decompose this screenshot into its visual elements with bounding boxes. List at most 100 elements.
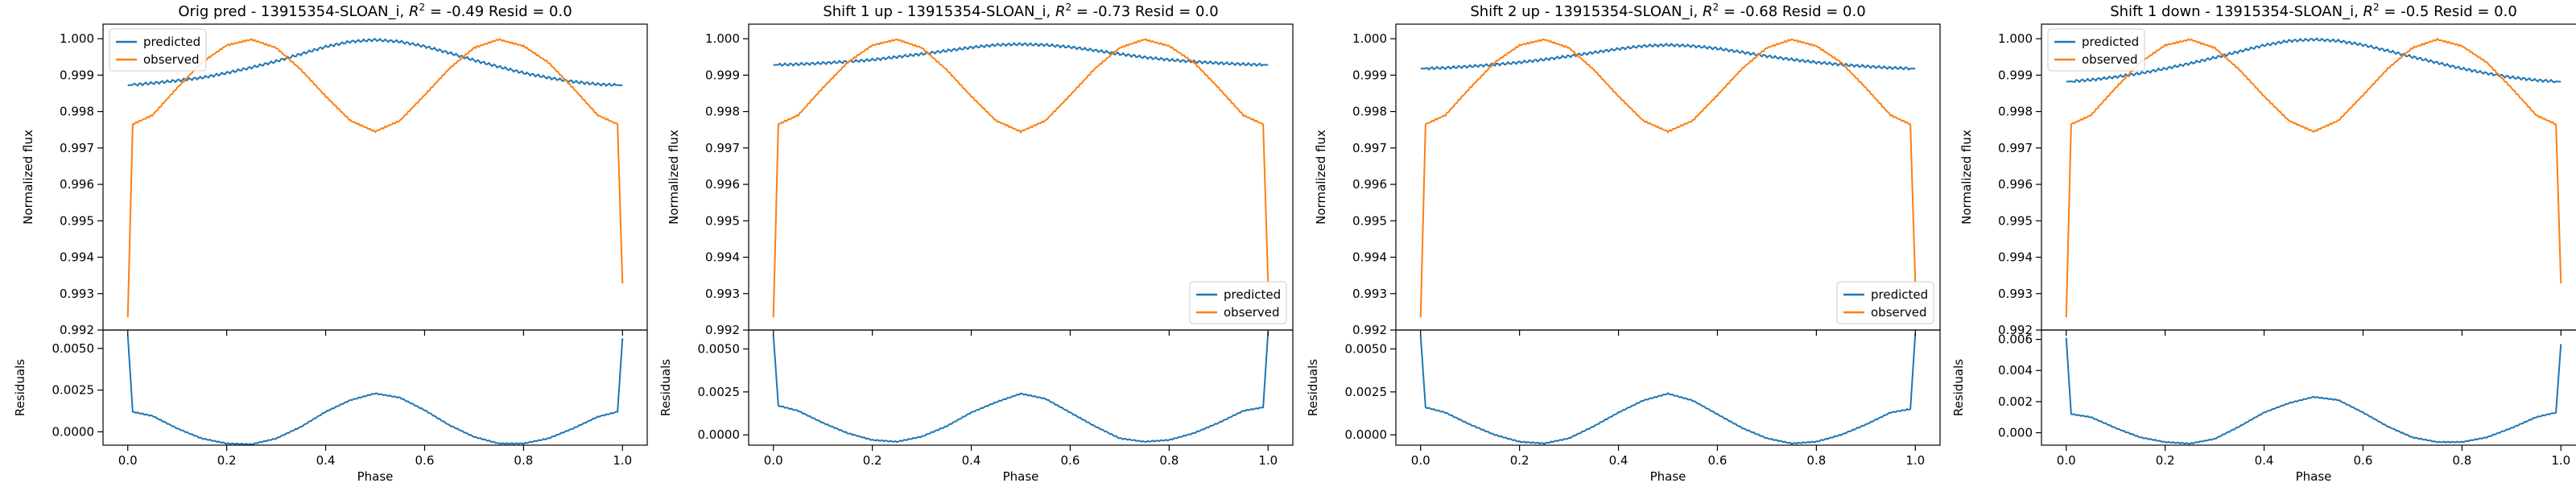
legend-label-predicted: predicted: [1224, 287, 1281, 302]
y-tick-label: 0.995: [1352, 213, 1387, 228]
x-axis-label: Phase: [2296, 469, 2332, 483]
y-axis-label: Normalized flux: [667, 130, 681, 225]
y-tick-label: 0.996: [705, 177, 740, 192]
r2-value: -0.73: [1093, 3, 1131, 20]
x-axis-label: Phase: [1650, 469, 1686, 483]
y-tick-label: 0.999: [1998, 68, 2033, 82]
r2-symbol: R: [2363, 3, 2374, 20]
residual-axes-frame: [748, 329, 1294, 446]
r2-exponent: 2: [1065, 2, 1071, 13]
resid-y-tick-label: 0.0000: [1345, 427, 1388, 442]
y-axis-label: Normalized flux: [21, 130, 35, 225]
residual-axes-frame: [2041, 329, 2576, 446]
y-axis-label: Normalized flux: [1314, 130, 1328, 225]
resid-y-tick-label: 0.000: [1998, 426, 2033, 440]
r2-exponent: 2: [419, 2, 425, 13]
resid-y-tick-label: 0.0025: [698, 385, 741, 399]
chart-title: Shift 1 up - 13915354-SLOAN_i, R2 = -0.7…: [823, 2, 1218, 20]
subplot-1: Orig pred - 13915354-SLOAN_i, R2 = -0.49…: [13, 2, 648, 483]
y-tick-label: 0.997: [1998, 141, 2033, 155]
x-axis-label: Phase: [1003, 469, 1039, 483]
y-tick-label: 0.992: [705, 323, 740, 337]
y-tick-label: 0.993: [1998, 287, 2033, 301]
chart-title-prefix: Shift 1 down - 13915354-SLOAN_i,: [2110, 3, 2363, 20]
resid-y-tick-label: 0.0025: [1345, 385, 1388, 399]
legend-label-predicted: predicted: [2082, 35, 2139, 49]
r2-value: -0.49: [447, 3, 485, 20]
residuals-axis-label: Residuals: [13, 359, 27, 416]
y-tick-label: 0.998: [1352, 105, 1387, 119]
y-tick-label: 0.992: [1998, 323, 2033, 337]
y-tick-label: 0.992: [1352, 323, 1387, 337]
residuals-axis-label: Residuals: [1951, 359, 1966, 416]
y-tick-label: 1.000: [1998, 31, 2033, 46]
residuals-line: [1419, 333, 1917, 445]
r2-equals: =: [1071, 3, 1093, 20]
y-tick-label: 1.000: [1352, 31, 1387, 46]
residuals-axis-label: Residuals: [658, 359, 673, 416]
y-tick-label: 0.999: [60, 68, 94, 82]
x-tick-label: 0.8: [2452, 453, 2471, 468]
y-tick-label: 1.000: [60, 31, 94, 46]
r2-equals: =: [1719, 3, 1740, 20]
x-tick-label: 0.0: [118, 453, 138, 468]
y-tick-label: 1.000: [705, 31, 740, 46]
chart-title: Orig pred - 13915354-SLOAN_i, R2 = -0.49…: [178, 2, 572, 20]
legend: predicted observed: [109, 28, 207, 72]
legend-label-predicted: predicted: [1871, 287, 1928, 302]
x-tick-label: 0.0: [2057, 453, 2076, 468]
resid-y-tick-label: 0.0050: [698, 341, 741, 356]
legend-label-observed: observed: [143, 52, 200, 67]
chart-title-suffix: Resid = 0.0: [1777, 3, 1865, 20]
y-tick-label: 0.997: [1352, 141, 1387, 155]
y-tick-label: 0.994: [1352, 250, 1387, 265]
r2-exponent: 2: [1712, 2, 1719, 13]
r2-value: -0.68: [1740, 3, 1778, 20]
r2-symbol: R: [1703, 3, 1713, 20]
x-tick-label: 0.4: [1609, 453, 1629, 468]
x-tick-label: 0.6: [415, 453, 435, 468]
series-line-observed: [2065, 37, 2562, 318]
resid-y-tick-label: 0.004: [1998, 363, 2033, 378]
r2-symbol: R: [1055, 3, 1066, 20]
residuals-line: [126, 335, 624, 445]
residual-axes-frame: [1395, 329, 1941, 446]
resid-y-tick-label: 0.002: [1998, 394, 2033, 409]
residual-axes-frame: [102, 329, 648, 446]
r2-equals: =: [2380, 3, 2401, 20]
x-tick-label: 0.2: [217, 453, 237, 468]
x-tick-label: 0.2: [1510, 453, 1530, 468]
y-tick-label: 0.997: [60, 141, 94, 155]
x-tick-label: 0.4: [962, 453, 981, 468]
y-tick-label: 0.994: [705, 250, 740, 265]
chart-title-prefix: Shift 1 up - 13915354-SLOAN_i,: [823, 3, 1055, 20]
x-tick-label: 1.0: [1905, 453, 1925, 468]
y-tick-label: 0.992: [60, 323, 94, 337]
y-tick-label: 0.998: [1998, 105, 2033, 119]
legend-label-observed: observed: [1871, 305, 1927, 320]
resid-y-tick-label: 0.006: [1998, 332, 2033, 347]
x-tick-label: 1.0: [1258, 453, 1278, 468]
y-tick-label: 0.995: [60, 213, 94, 228]
chart-title-suffix: Resid = 0.0: [2429, 3, 2516, 20]
subplot-3: Shift 2 up - 13915354-SLOAN_i, R2 = -0.6…: [1306, 2, 1941, 483]
x-tick-label: 0.6: [2354, 453, 2373, 468]
residuals-line: [2065, 337, 2562, 445]
chart-title: Shift 1 down - 13915354-SLOAN_i, R2 = -0…: [2110, 2, 2517, 20]
legend-label-observed: observed: [2082, 52, 2138, 67]
residuals-line: [772, 332, 1269, 444]
r2-equals: =: [425, 3, 447, 20]
y-tick-label: 0.994: [60, 250, 94, 265]
x-tick-label: 0.4: [316, 453, 336, 468]
y-tick-label: 0.996: [60, 177, 94, 192]
y-tick-label: 0.997: [705, 141, 740, 155]
x-tick-label: 0.0: [1411, 453, 1430, 468]
y-tick-label: 0.999: [1352, 68, 1387, 82]
series-line-predicted: [1420, 42, 1916, 71]
y-tick-label: 0.995: [705, 213, 740, 228]
x-tick-label: 1.0: [2551, 453, 2570, 468]
y-tick-label: 0.993: [60, 287, 94, 301]
chart-title-prefix: Orig pred - 13915354-SLOAN_i,: [178, 3, 409, 20]
legend-label-predicted: predicted: [143, 35, 200, 49]
